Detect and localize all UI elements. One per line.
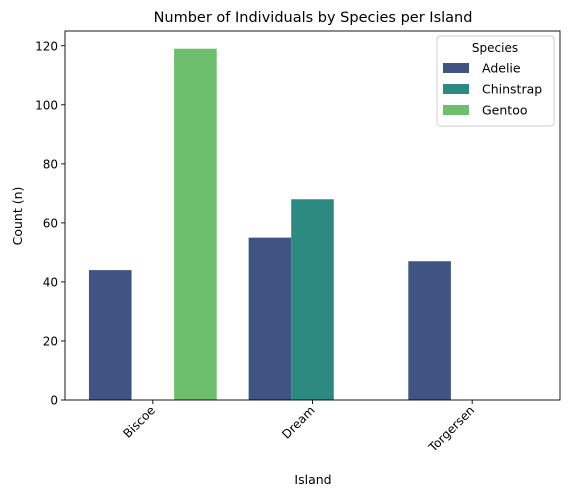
bar-gentoo-biscoe [174, 48, 217, 401]
bar-adelie-biscoe [88, 270, 132, 400]
x-axis-label: Island [294, 472, 331, 487]
y-tick-label: 20 [43, 334, 58, 348]
x-tick-label-torgersen: Torgersen [425, 403, 477, 455]
legend-frame [436, 35, 555, 127]
y-tick-label: 80 [43, 157, 58, 171]
y-axis-label: Count (n) [10, 187, 25, 246]
y-tick-label: 100 [35, 98, 58, 112]
legend-swatch-chinstrap [443, 84, 469, 94]
legend-items: Adelie Chinstrap Gentoo [443, 61, 542, 118]
chart-title: Number of Individuals by Species per Isl… [154, 10, 473, 26]
legend-swatch-adelie [443, 63, 469, 73]
bar-adelie-dream [248, 237, 292, 400]
x-tick-label-biscoe: Biscoe [120, 403, 158, 441]
y-tick-label: 40 [43, 275, 58, 289]
y-tick-label: 120 [35, 39, 58, 53]
legend-label-adelie: Adelie [482, 61, 521, 76]
y-axis: 0 20 40 60 80 100 120 [35, 39, 65, 408]
bars-group [88, 48, 451, 401]
legend-label-chinstrap: Chinstrap [482, 82, 542, 97]
y-tick-label: 0 [50, 394, 58, 408]
x-tick-label-dream: Dream [279, 403, 317, 441]
legend-label-gentoo: Gentoo [482, 103, 528, 118]
bar-adelie-torgersen [408, 261, 451, 400]
x-axis: Biscoe Dream Torgersen [120, 400, 477, 455]
legend-title: Species [472, 41, 518, 55]
y-tick-label: 60 [43, 216, 58, 230]
legend: Species Adelie Chinstrap Gentoo [436, 35, 555, 127]
bar-chinstrap-dream [291, 199, 334, 400]
legend-swatch-gentoo [443, 105, 469, 115]
